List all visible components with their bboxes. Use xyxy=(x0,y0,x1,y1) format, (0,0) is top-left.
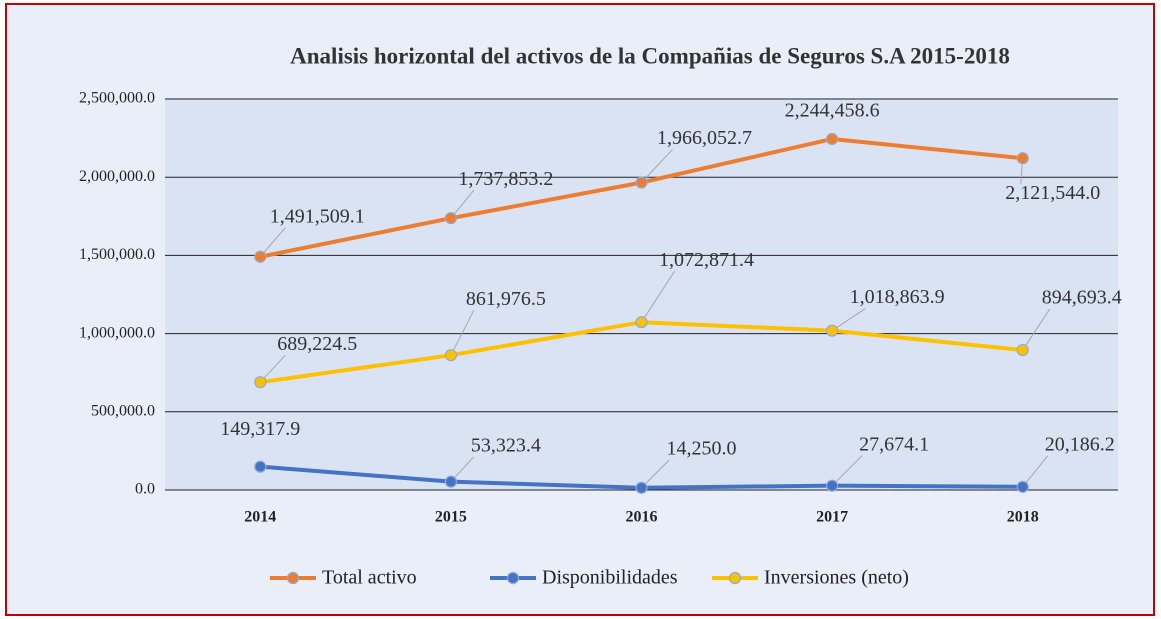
leader-line xyxy=(259,354,286,383)
point xyxy=(444,349,457,362)
leader-line xyxy=(641,149,673,183)
data-label: 1,072,871.4 xyxy=(659,249,754,271)
point xyxy=(825,324,839,337)
data-label: 2,244,458.6 xyxy=(785,100,880,122)
point xyxy=(254,376,267,389)
legend-label: Disponibilidades xyxy=(542,567,678,589)
leader-line xyxy=(831,455,863,487)
legend-marker xyxy=(728,571,742,585)
leader-line xyxy=(259,227,286,258)
legend-label: Total activo xyxy=(322,567,417,589)
x-tick-label: 2016 xyxy=(626,509,658,526)
data-label: 14,250.0 xyxy=(667,437,737,459)
leader-line xyxy=(831,308,866,332)
data-label: 149,317.9 xyxy=(220,418,300,440)
y-tick-label: 0.0 xyxy=(135,481,155,498)
leader-line xyxy=(450,309,475,356)
point xyxy=(444,475,457,488)
x-tick-label: 2017 xyxy=(816,509,848,526)
leader-line xyxy=(641,459,670,489)
data-label: 689,224.5 xyxy=(277,333,357,355)
point xyxy=(1016,152,1029,165)
plot-area xyxy=(165,99,1118,490)
point xyxy=(635,316,648,329)
point xyxy=(254,460,267,473)
legend-label: Inversiones (neto) xyxy=(764,567,909,589)
data-label: 1,491,509.1 xyxy=(270,205,365,227)
legend-marker xyxy=(286,571,300,585)
x-tick-label: 2018 xyxy=(1007,509,1039,526)
y-tick-label: 500,000.0 xyxy=(91,402,155,419)
data-label: 1,018,863.9 xyxy=(850,286,945,308)
point xyxy=(635,176,648,189)
data-label: 894,693.4 xyxy=(1042,287,1122,309)
data-label: 861,976.5 xyxy=(466,288,546,310)
y-tick-label: 2,500,000.0 xyxy=(79,90,155,107)
data-label: 53,323.4 xyxy=(471,434,541,456)
point xyxy=(825,132,839,146)
leader-line xyxy=(1022,308,1051,351)
chart-title: Analisis horizontal del activos de la Co… xyxy=(290,43,1010,68)
point xyxy=(254,250,267,263)
y-tick-label: 1,000,000.0 xyxy=(79,324,155,341)
x-tick-label: 2014 xyxy=(244,509,276,526)
point xyxy=(1016,480,1029,493)
point xyxy=(635,481,648,494)
point xyxy=(1016,343,1029,357)
legend-marker xyxy=(506,571,520,585)
point xyxy=(825,479,839,492)
data-label: 1,737,853.2 xyxy=(458,168,553,190)
leader-line xyxy=(1022,455,1049,488)
x-tick-label: 2015 xyxy=(435,509,467,526)
data-label: 1,966,052.7 xyxy=(657,127,752,149)
y-tick-label: 1,500,000.0 xyxy=(79,246,155,263)
data-label: 27,674.1 xyxy=(859,433,929,455)
y-tick-label: 2,000,000.0 xyxy=(79,168,155,185)
data-label: 2,121,544.0 xyxy=(1005,182,1100,204)
data-label: 20,186.2 xyxy=(1045,433,1115,455)
point xyxy=(444,212,457,225)
leader-line xyxy=(641,270,675,323)
